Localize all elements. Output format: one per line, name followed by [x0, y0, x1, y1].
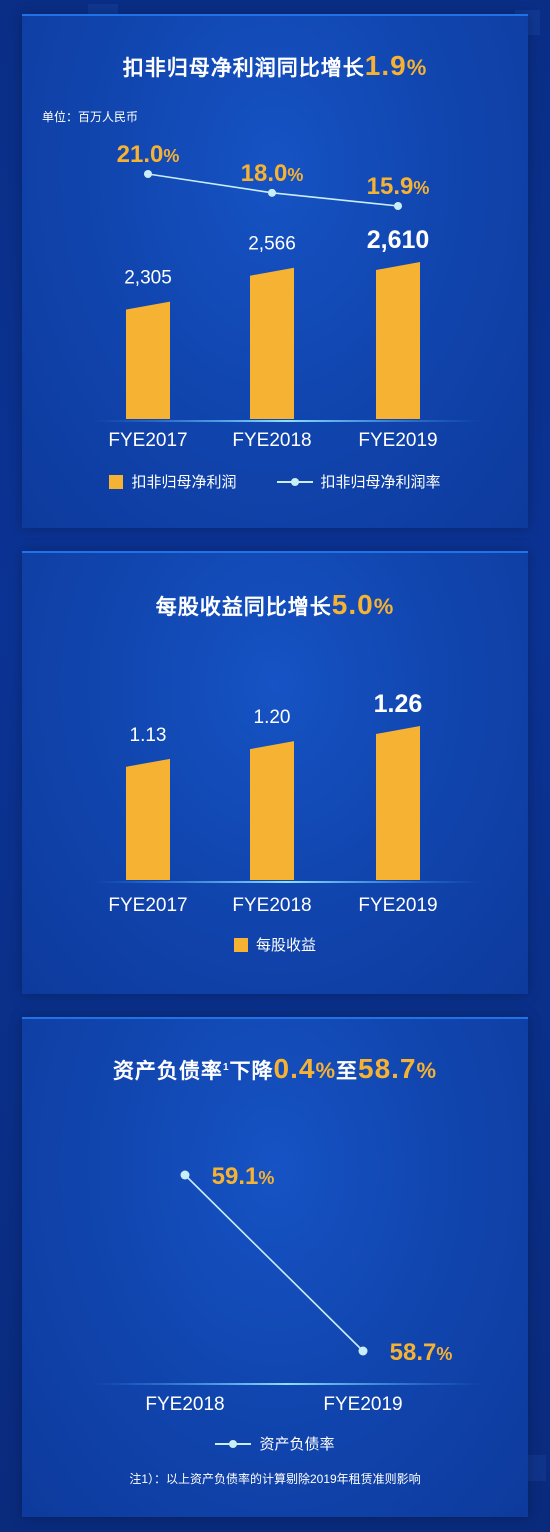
net-profit-growth-percent: %: [406, 55, 428, 80]
debt-ratio-point: [358, 1346, 368, 1356]
bar-swatch: [109, 474, 124, 489]
debt-ratio-point: [180, 1170, 190, 1180]
legend-label: 资产负债率: [259, 1436, 335, 1453]
bar: [376, 262, 420, 419]
debt-ratio-decline-value: 0.4: [273, 1053, 316, 1084]
legend-item-debt-ratio: 资产负债率: [215, 1433, 335, 1454]
debt-ratio-decline: 0.4%: [274, 1053, 337, 1084]
rate-label: 18.0%: [241, 160, 304, 187]
rate-label: 21.0%: [117, 141, 180, 168]
debt-ratio-title-mid: 下降: [229, 1060, 274, 1083]
eps-growth-value: 5.0: [331, 589, 374, 620]
bar-swatch: [233, 937, 248, 952]
x-axis-baseline: [92, 1383, 482, 1385]
debt-ratio-final: 58.7%: [358, 1053, 437, 1084]
legend-label: 扣非归母净利润率: [320, 474, 441, 491]
legend-item-net-profit-rate: 扣非归母净利润率: [276, 471, 441, 492]
category-label: FYE2018: [145, 1394, 224, 1415]
legend-label: 扣非归母净利润: [131, 474, 237, 491]
debt-ratio-panel: 资产负债率1下降0.4%至58.7% 59.1% 58.7% FYE2018 FYE2…: [22, 1017, 528, 1517]
net-profit-title: 扣非归母净利润同比增长1.9%: [22, 50, 528, 82]
legend-item-net-profit: 扣非归母净利润: [109, 471, 237, 492]
debt-ratio-final-value: 58.7: [358, 1053, 417, 1084]
debt-ratio-legend: 资产负债率: [22, 1433, 528, 1454]
net-profit-chart: 2,305 FYE2017 2,566 FYE2018 2,610 FYE2019 21.0…: [92, 141, 482, 451]
category-label: FYE2018: [232, 895, 311, 916]
debt-ratio-label: 59.1%: [212, 1163, 275, 1190]
debt-ratio-line: [184, 1174, 364, 1352]
bar-value-label: 1.13: [130, 725, 167, 746]
debt-ratio-title-to: 至: [336, 1060, 358, 1083]
bar: [250, 741, 294, 880]
category-label: FYE2018: [232, 430, 311, 451]
net-profit-growth-value: 1.9: [364, 50, 407, 81]
eps-legend: 每股收益: [22, 934, 528, 955]
rate-point: [268, 188, 276, 197]
bar-value-label: 2,305: [124, 268, 172, 289]
footnote-marker: 1: [222, 1062, 230, 1073]
unit-label: 单位：百万人民币: [42, 110, 139, 124]
eps-title: 每股收益同比增长5.0%: [22, 589, 528, 621]
net-profit-title-text: 扣非归母净利润同比增长: [122, 57, 365, 80]
category-label: FYE2019: [358, 895, 437, 916]
debt-ratio-chart: 59.1% 58.7% FYE2018 FYE2019: [92, 1163, 482, 1415]
bar: [376, 726, 420, 880]
x-axis-baseline: [92, 881, 482, 883]
net-profit-growth: 1.9%: [365, 50, 428, 81]
bar-value-label: 2,566: [248, 234, 296, 255]
net-profit-legend: 扣非归母净利润 扣非归母净利润率: [22, 471, 528, 492]
legend-item-eps: 每股收益: [233, 934, 316, 955]
bar: [126, 301, 170, 419]
debt-ratio-title-text: 资产负债率: [112, 1060, 223, 1083]
category-label: FYE2017: [108, 895, 187, 916]
eps-growth-percent: %: [373, 594, 395, 619]
category-label: FYE2019: [323, 1394, 402, 1415]
bar: [250, 267, 294, 419]
bar-value-label: 2,610: [367, 226, 430, 254]
footnote: 注1）：以上资产负债率的计算剔除2019年租赁准则影响: [129, 1472, 421, 1486]
debt-ratio-label: 58.7%: [390, 1339, 453, 1366]
eps-growth: 5.0%: [332, 589, 395, 620]
debt-ratio-final-percent: %: [416, 1058, 438, 1083]
debt-ratio-title: 资产负债率1下降0.4%至58.7%: [22, 1053, 528, 1085]
debt-ratio-decline-percent: %: [315, 1058, 336, 1083]
bar-value-label: 1.20: [254, 707, 291, 728]
rate-point: [394, 202, 402, 210]
net-profit-panel: 扣非归母净利润同比增长1.9% 单位：百万人民币 2,305 FYE2017 2,5…: [22, 14, 528, 528]
line-swatch: [276, 477, 313, 486]
category-label: FYE2019: [358, 430, 437, 451]
rate-point: [144, 170, 152, 178]
x-axis-baseline: [92, 420, 482, 422]
line-swatch: [215, 1439, 252, 1448]
eps-panel: 每股收益同比增长5.0% 1.13 FYE2017 1.20 FYE2018 1.26 F…: [22, 551, 528, 994]
bar: [126, 758, 170, 880]
bar-value-label: 1.26: [374, 690, 423, 718]
rate-label: 15.9%: [367, 173, 430, 200]
eps-title-text: 每股收益同比增长: [155, 596, 332, 619]
eps-chart: 1.13 FYE2017 1.20 FYE2018 1.26 FYE2019: [92, 690, 482, 916]
category-label: FYE2017: [108, 430, 187, 451]
legend-label: 每股收益: [255, 937, 316, 954]
